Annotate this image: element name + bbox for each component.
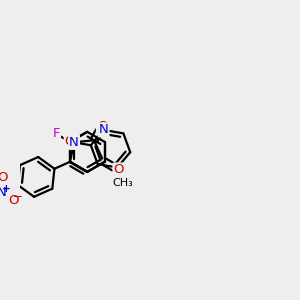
Text: O: O: [0, 171, 7, 184]
Text: −: −: [13, 190, 23, 203]
Text: O: O: [97, 120, 107, 133]
Text: N: N: [99, 123, 109, 136]
Text: +: +: [2, 184, 11, 194]
Text: O: O: [65, 135, 75, 148]
Text: F: F: [52, 128, 60, 140]
Text: N: N: [69, 136, 79, 149]
Text: O: O: [8, 194, 19, 207]
Text: N: N: [0, 186, 7, 199]
Text: O: O: [113, 164, 124, 176]
Text: CH₃: CH₃: [112, 178, 133, 188]
